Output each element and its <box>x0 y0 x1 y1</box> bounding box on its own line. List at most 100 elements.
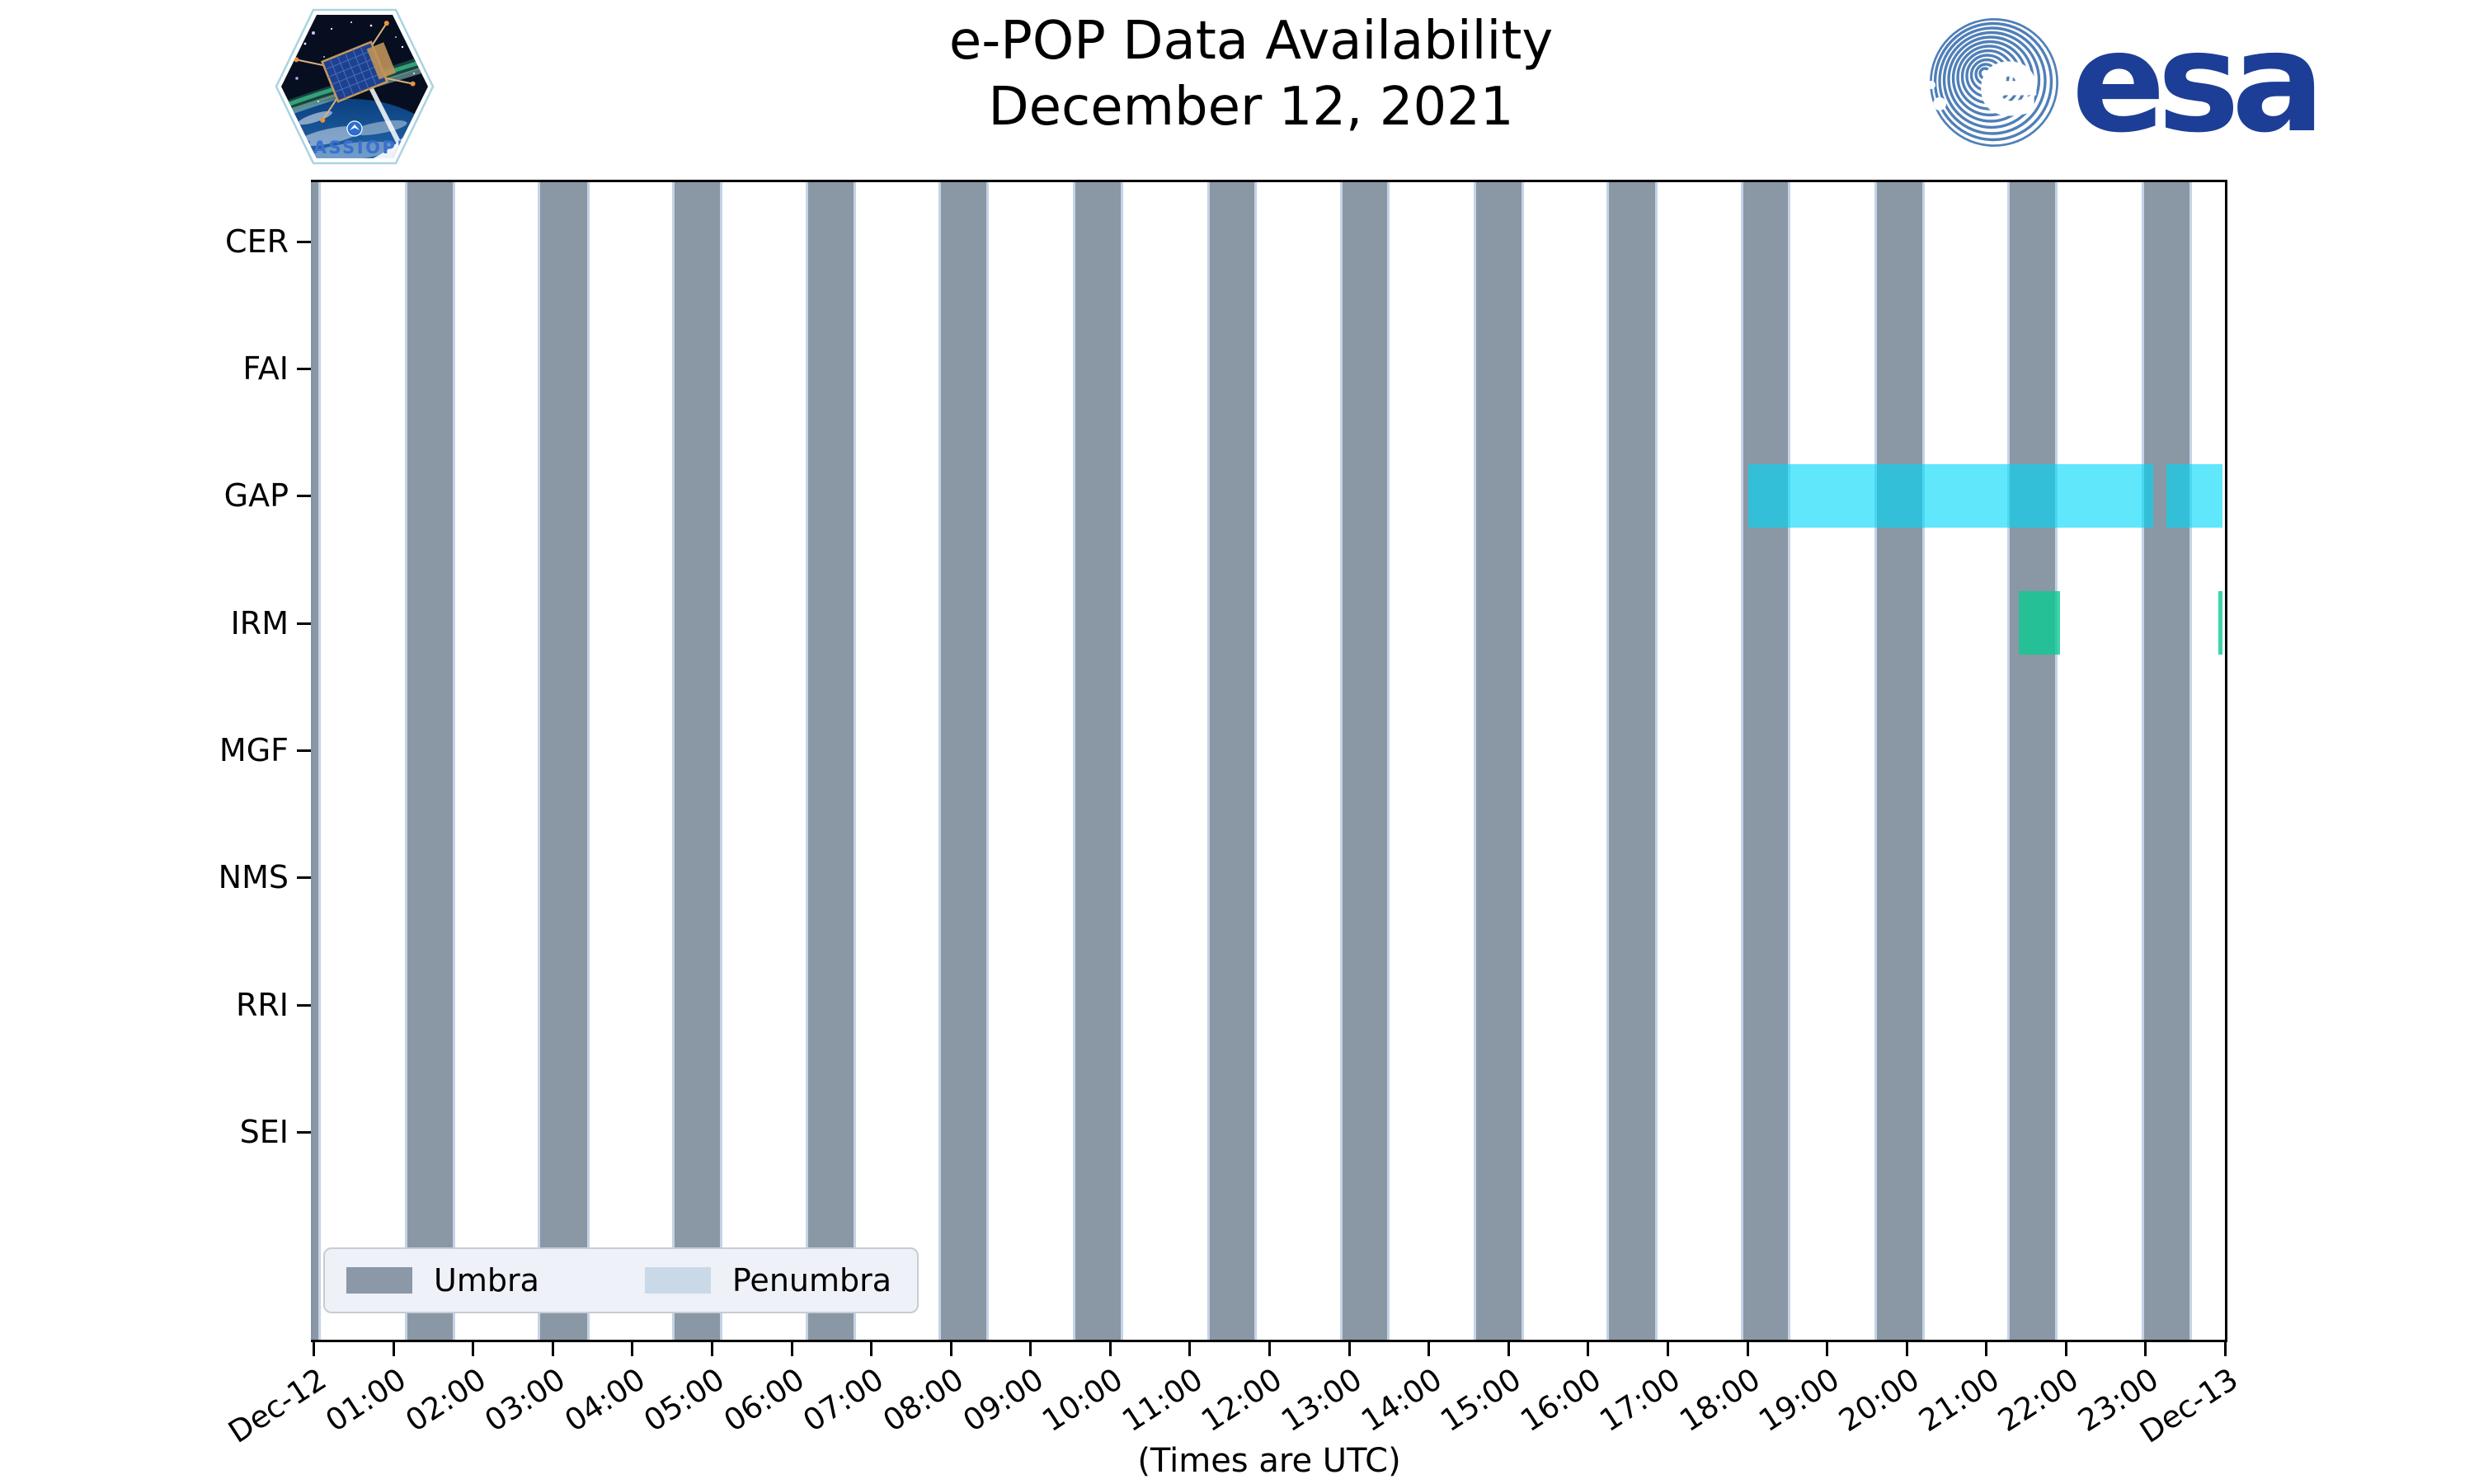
patch-earth-clouds <box>297 110 407 158</box>
legend-entry-umbra: Umbra <box>346 1262 539 1298</box>
y-tick <box>297 876 311 880</box>
umbra-bar <box>405 182 455 1340</box>
x-tick <box>1348 1342 1351 1356</box>
penumbra-strip <box>1740 182 1743 1340</box>
patch-beam <box>365 78 406 153</box>
x-tick <box>1108 1342 1112 1356</box>
x-axis-caption: (Times are UTC) <box>1137 1442 1401 1480</box>
x-tick <box>790 1342 793 1356</box>
cassiope-mission-patch: CASSIOPE <box>275 8 435 165</box>
x-tick <box>1746 1342 1749 1356</box>
x-tick <box>1188 1342 1192 1356</box>
penumbra-strip <box>2007 182 2011 1340</box>
y-tick-label-cer: CER <box>225 223 289 260</box>
x-tick-label: 14:00 <box>1354 1361 1448 1439</box>
penumbra-strip <box>2189 182 2192 1340</box>
chart-title-block: e-POP Data Availability December 12, 202… <box>723 8 1779 140</box>
penumbra-strip <box>318 182 322 1340</box>
penumbra-strip <box>1254 182 1258 1340</box>
x-tick <box>2144 1342 2147 1356</box>
x-tick-label: 12:00 <box>1195 1361 1289 1439</box>
esa-wordmark: esa <box>2072 7 2316 159</box>
y-tick <box>297 749 311 753</box>
umbra-bar <box>1206 182 1258 1340</box>
x-tick-label: 15:00 <box>1434 1361 1528 1439</box>
x-tick <box>392 1342 395 1356</box>
umbra-bar <box>1606 182 1658 1340</box>
penumbra-strip <box>538 182 541 1340</box>
penumbra-strip <box>938 182 942 1340</box>
x-tick <box>1905 1342 1908 1356</box>
chart-subtitle-date: December 12, 2021 <box>988 77 1514 138</box>
umbra-bar <box>2007 182 2058 1340</box>
y-tick-label-nms: NMS <box>218 859 289 896</box>
umbra-bar <box>1339 182 1390 1340</box>
cassiope-wordmark: CASSIOPE <box>299 138 411 157</box>
penumbra-strip <box>453 182 455 1340</box>
umbra-bar <box>671 182 722 1340</box>
penumbra-strip <box>1206 182 1210 1340</box>
x-tick-label: 05:00 <box>637 1361 731 1439</box>
x-tick-label: 16:00 <box>1513 1361 1607 1439</box>
x-tick <box>870 1342 873 1356</box>
penumbra-strip <box>405 182 408 1340</box>
y-tick <box>297 622 311 625</box>
y-tick-label-fai: FAI <box>242 350 289 387</box>
x-tick-label: 09:00 <box>956 1361 1050 1439</box>
penumbra-strip <box>986 182 990 1340</box>
x-tick <box>1427 1342 1431 1356</box>
penumbra-strip <box>1606 182 1610 1340</box>
x-tick <box>472 1342 475 1356</box>
availability-bar-gap <box>2166 464 2222 528</box>
x-tick <box>631 1342 634 1356</box>
penumbra-strip <box>1521 182 1524 1340</box>
penumbra-strip <box>1921 182 1925 1340</box>
x-tick-label: 21:00 <box>1912 1361 2006 1439</box>
penumbra-strip <box>1339 182 1343 1340</box>
penumbra-strip <box>1120 182 1123 1340</box>
y-tick <box>297 240 311 243</box>
esa-swirl-globe: e e <box>1930 18 2058 147</box>
x-tick-label: 04:00 <box>557 1361 651 1439</box>
penumbra-strip <box>719 182 722 1340</box>
umbra-swatch <box>346 1267 412 1294</box>
penumbra-legend-label: Penumbra <box>731 1262 892 1298</box>
x-tick <box>1826 1342 1829 1356</box>
x-tick <box>1666 1342 1669 1356</box>
y-tick-label-sei: SEI <box>239 1114 289 1151</box>
penumbra-strip <box>806 182 809 1340</box>
penumbra-strip <box>1474 182 1477 1340</box>
y-tick-label-mgf: MGF <box>219 732 289 769</box>
penumbra-strip <box>671 182 675 1340</box>
penumbra-strip <box>1874 182 1878 1340</box>
legend: Umbra Penumbra <box>323 1247 919 1313</box>
availability-bar-gap <box>1748 464 2154 528</box>
patch-csa-roundel <box>346 120 363 137</box>
plot-area: Umbra Penumbra (Times are UTC) CER FAI GAP… <box>219 180 2244 1480</box>
x-tick-label: 22:00 <box>1992 1361 2086 1439</box>
chart-title: e-POP Data Availability <box>948 11 1554 72</box>
x-tick-label: 08:00 <box>877 1361 971 1439</box>
y-tick <box>297 495 311 498</box>
patch-satellite <box>294 21 416 123</box>
x-tick <box>2064 1342 2067 1356</box>
penumbra-strip <box>1788 182 1791 1340</box>
x-tick-label: 20:00 <box>1832 1361 1926 1439</box>
penumbra-strip <box>1387 182 1390 1340</box>
x-tick <box>2224 1342 2227 1356</box>
penumbra-strip <box>586 182 590 1340</box>
x-tick-label: 11:00 <box>1115 1361 1209 1439</box>
umbra-bar <box>1072 182 1123 1340</box>
x-tick-label: 02:00 <box>398 1361 492 1439</box>
y-tick <box>297 1131 311 1134</box>
umbra-bar <box>806 182 857 1340</box>
penumbra-swatch <box>644 1267 711 1294</box>
x-tick <box>1507 1342 1510 1356</box>
x-tick <box>1268 1342 1271 1356</box>
penumbra-strip <box>311 182 313 1340</box>
x-tick <box>551 1342 554 1356</box>
y-tick <box>297 1003 311 1007</box>
umbra-bar <box>311 182 322 1340</box>
x-tick-label: 06:00 <box>717 1361 811 1439</box>
